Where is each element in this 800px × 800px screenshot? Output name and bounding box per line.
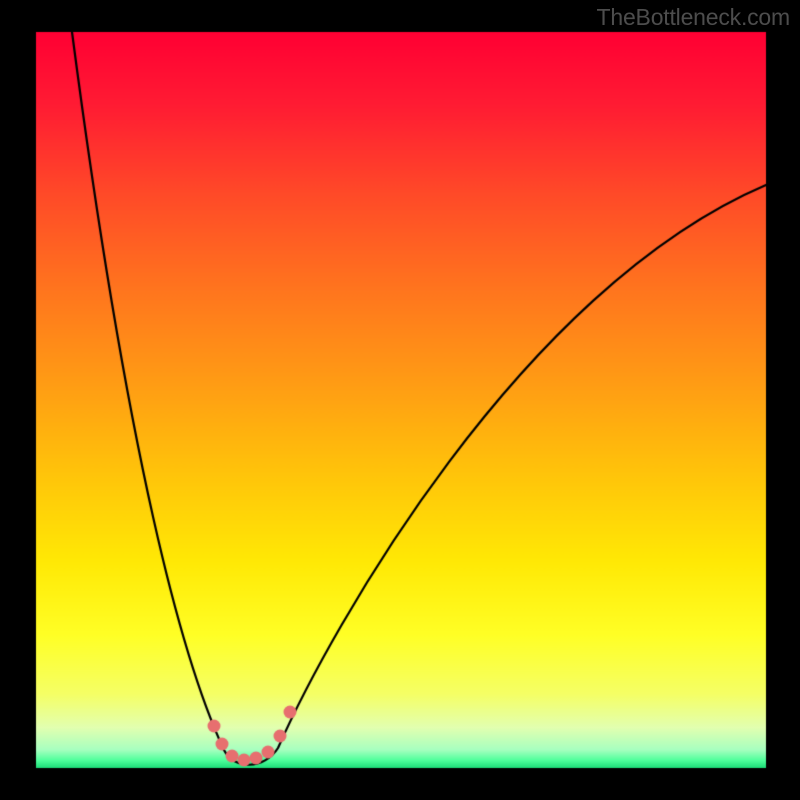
bottleneck-curve-chart	[0, 0, 800, 800]
watermark-text: TheBottleneck.com	[597, 4, 790, 31]
chart-stage: TheBottleneck.com	[0, 0, 800, 800]
